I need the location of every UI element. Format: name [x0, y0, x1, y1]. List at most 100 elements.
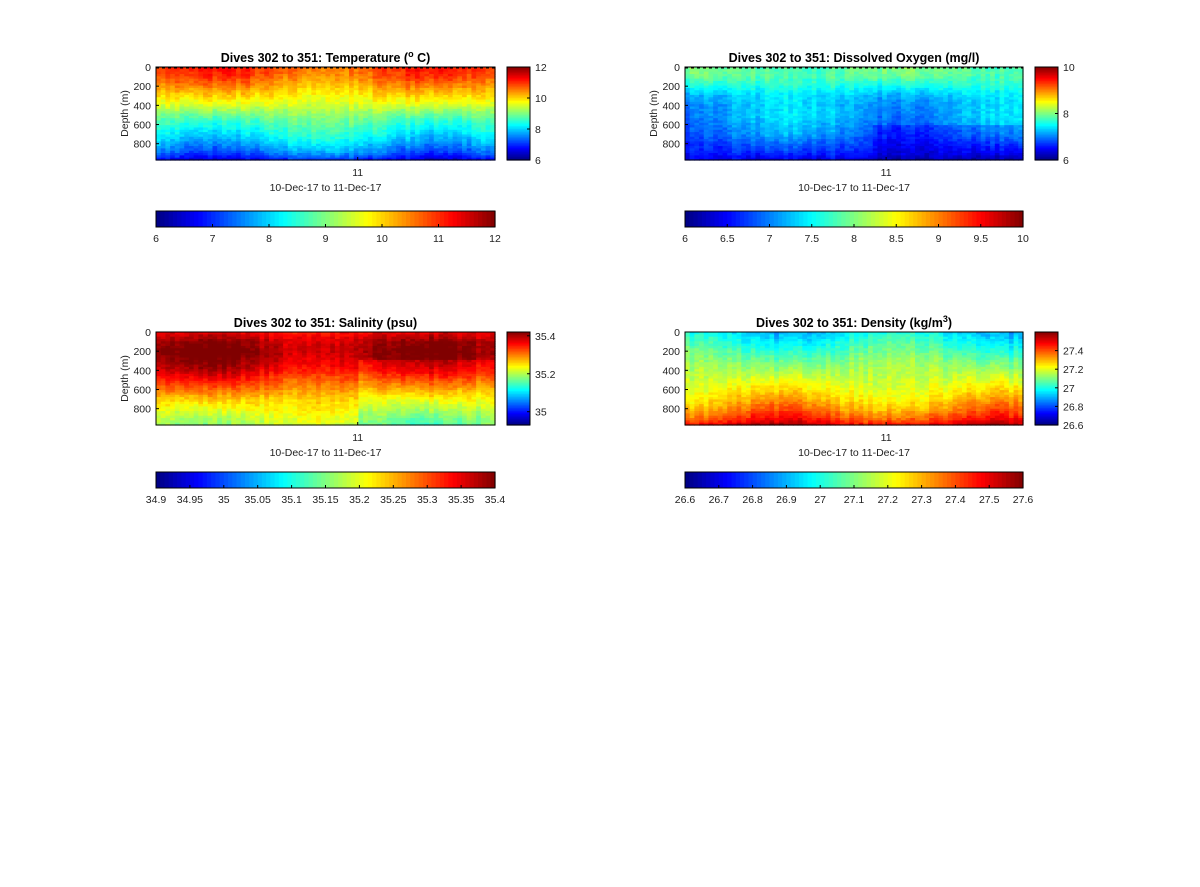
- heatmap-cell: [325, 129, 331, 133]
- heatmap-cell: [334, 157, 341, 161]
- heatmap-cell: [278, 106, 284, 110]
- heatmap-cell: [240, 99, 247, 103]
- heatmap-cell: [396, 120, 402, 124]
- heatmap-cell: [330, 104, 336, 108]
- heatmap-cell: [283, 108, 289, 112]
- heatmap-cell: [203, 80, 209, 84]
- heatmap-cell: [349, 80, 355, 84]
- heatmap-cell: [382, 73, 388, 77]
- heatmap-cell: [250, 125, 256, 129]
- heatmap-cell: [174, 78, 181, 82]
- heatmap-cell: [207, 73, 214, 77]
- colorbar-swatch: [435, 211, 441, 227]
- heatmap-cell: [414, 80, 421, 84]
- heatmap-cell: [443, 139, 449, 142]
- heatmap-cell: [184, 101, 190, 105]
- colorbar-swatch: [507, 147, 530, 150]
- heatmap-cell: [471, 150, 477, 154]
- heatmap-cell: [490, 141, 496, 145]
- heatmap-cell: [278, 150, 284, 154]
- heatmap-cell: [382, 83, 388, 87]
- heatmap-cell: [278, 99, 284, 103]
- heatmap-cell: [259, 118, 265, 122]
- heatmap-cell: [306, 125, 312, 129]
- heatmap-cell: [433, 99, 440, 103]
- heatmap-cell: [174, 99, 181, 103]
- heatmap-cell: [447, 104, 454, 108]
- heatmap-cell: [377, 125, 383, 129]
- heatmap-cell: [462, 139, 468, 142]
- chart-title: Dives 302 to 351: Temperature (o C): [221, 49, 431, 65]
- heatmap-cell: [269, 127, 275, 131]
- heatmap-cell: [240, 146, 247, 149]
- heatmap-cell: [466, 99, 473, 103]
- heatmap-cell: [429, 80, 435, 84]
- heatmap-cell: [179, 129, 185, 133]
- heatmap-cell: [297, 73, 303, 77]
- heatmap-cell: [320, 80, 327, 84]
- heatmap-cell: [490, 127, 496, 131]
- heatmap-cell: [386, 101, 393, 105]
- heatmap-cell: [410, 111, 416, 115]
- heatmap-cell: [278, 141, 284, 145]
- heatmap-cell: [203, 132, 209, 136]
- heatmap-cell: [367, 99, 374, 103]
- colorbar-swatch: [232, 211, 238, 227]
- heatmap-cell: [203, 118, 209, 122]
- heatmap-cell: [457, 120, 463, 124]
- heatmap-cell: [184, 134, 190, 138]
- heatmap-cell: [466, 94, 473, 98]
- heatmap-cell: [429, 101, 435, 105]
- heatmap-cell: [287, 73, 294, 77]
- heatmap-cell: [410, 83, 416, 87]
- heatmap-cell: [179, 104, 185, 108]
- heatmap-cell: [386, 67, 393, 70]
- heatmap-cell: [476, 78, 482, 82]
- heatmap-cell: [391, 127, 397, 131]
- heatmap-cell: [344, 118, 350, 122]
- heatmap-cell: [363, 141, 369, 145]
- heatmap-cell: [165, 80, 171, 84]
- heatmap-cell: [316, 113, 322, 117]
- heatmap-cell: [264, 92, 270, 96]
- heatmap-cell: [363, 134, 369, 138]
- heatmap-cell: [405, 78, 411, 82]
- heatmap-cell: [386, 99, 393, 103]
- heatmap-cell: [198, 94, 204, 98]
- heatmap-cell: [400, 80, 407, 84]
- heatmap-cell: [207, 80, 214, 84]
- heatmap-cell: [433, 108, 440, 112]
- heatmap-cell: [466, 120, 473, 124]
- heatmap-cell: [311, 148, 317, 152]
- heatmap-cell: [485, 122, 491, 126]
- heatmap-cell: [447, 94, 454, 98]
- colorbar-swatch: [486, 211, 492, 227]
- heatmap-cell: [297, 97, 303, 101]
- heatmap-cell: [471, 120, 477, 124]
- heatmap-cell: [170, 132, 176, 136]
- heatmap-cell: [221, 136, 228, 140]
- heatmap-cell: [433, 90, 440, 94]
- heatmap-cell: [377, 85, 383, 89]
- heatmap-cell: [396, 146, 402, 149]
- heatmap-cell: [325, 150, 331, 154]
- heatmap-cell: [301, 69, 308, 73]
- heatmap-cell: [264, 120, 270, 124]
- heatmap-cell: [287, 155, 294, 159]
- heatmap-cell: [443, 113, 449, 117]
- heatmap-cell: [358, 92, 364, 96]
- heatmap-cell: [269, 76, 275, 80]
- heatmap-cell: [254, 71, 261, 75]
- heatmap-cell: [217, 111, 223, 115]
- heatmap-cell: [254, 150, 261, 154]
- heatmap-cell: [466, 80, 473, 84]
- heatmap-cell: [254, 104, 261, 108]
- heatmap-cell: [405, 87, 411, 91]
- heatmap-cell: [443, 127, 449, 131]
- colorbar-swatch: [270, 211, 276, 227]
- heatmap-cell: [264, 139, 270, 142]
- heatmap-cell: [367, 136, 374, 140]
- heatmap-cell: [292, 83, 298, 87]
- heatmap-cell: [457, 115, 463, 119]
- colorbar-swatch: [507, 144, 530, 147]
